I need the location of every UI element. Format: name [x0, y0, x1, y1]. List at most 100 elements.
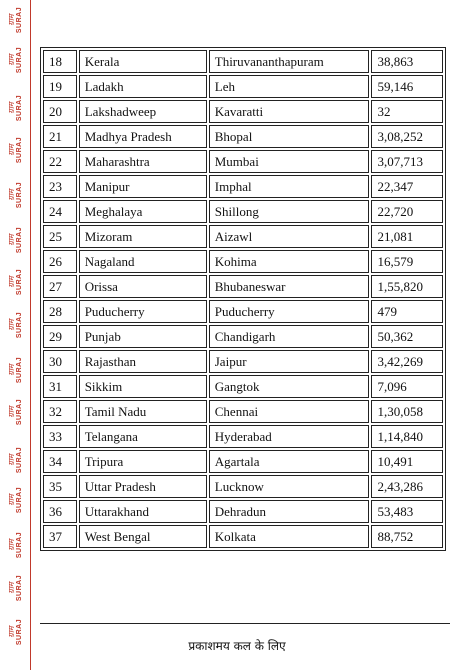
area-cell: 2,43,286	[371, 475, 443, 498]
area-cell: 10,491	[371, 450, 443, 473]
table-row: 26 Nagaland Kohima 16,579	[43, 250, 443, 273]
row-number-cell: 28	[43, 300, 77, 323]
watermark-logo: ग्राम SURAJ	[0, 357, 35, 383]
state-name-cell: Rajasthan	[78, 350, 207, 373]
capital-cell: Mumbai	[208, 150, 370, 173]
state-name-cell: Uttarakhand	[78, 500, 207, 523]
row-number-cell: 20	[43, 100, 77, 123]
watermark-logo: ग्राम SURAJ	[0, 486, 35, 514]
table-row: 32 Tamil Nadu Chennai 1,30,058	[43, 400, 443, 423]
watermark-script: ग्राम	[6, 406, 16, 418]
watermark-script: ग्राम	[6, 319, 16, 331]
capital-cell: Aizawl	[208, 225, 370, 248]
watermark-logo: ग्राम SURAJ	[0, 268, 35, 296]
state-name-cell: Mizoram	[78, 225, 207, 248]
row-number-cell: 36	[43, 500, 77, 523]
row-number-cell: 32	[43, 400, 77, 423]
capital-cell: Bhopal	[208, 125, 370, 148]
row-number-cell: 18	[43, 50, 77, 73]
watermark-logo: ग्राम SURAJ	[0, 181, 35, 209]
state-name-cell: West Bengal	[78, 525, 207, 548]
area-cell: 88,752	[371, 525, 443, 548]
watermark-text: SURAJ	[15, 94, 23, 122]
watermark-text: SURAJ	[15, 136, 23, 164]
row-number-cell: 22	[43, 150, 77, 173]
watermark-text: SURAJ	[15, 226, 23, 254]
capital-cell: Kolkata	[208, 525, 370, 548]
state-name-cell: Meghalaya	[78, 200, 207, 223]
watermark-logo: ग्राम SURAJ	[0, 7, 35, 33]
watermark-script: ग्राम	[6, 54, 16, 66]
table-row: 29 Punjab Chandigarh 50,362	[43, 325, 443, 348]
table-row: 19 Ladakh Leh 59,146	[43, 75, 443, 98]
area-cell: 3,07,713	[371, 150, 443, 173]
row-number-cell: 27	[43, 275, 77, 298]
watermark-logo: ग्राम SURAJ	[0, 226, 35, 254]
footer-divider	[40, 623, 450, 624]
capital-cell: Imphal	[208, 175, 370, 198]
area-cell: 32	[371, 100, 443, 123]
capital-cell: Dehradun	[208, 500, 370, 523]
row-number-cell: 34	[43, 450, 77, 473]
watermark-text: SURAJ	[15, 486, 23, 514]
watermark-strip: ग्राम SURAJ ग्राम SURAJ ग्राम SURAJ ग्राम SURAJ…	[0, 0, 31, 670]
table-row: 18 Kerala Thiruvananthapuram 38,863	[43, 50, 443, 73]
capital-cell: Chennai	[208, 400, 370, 423]
table-row: 36 Uttarakhand Dehradun 53,483	[43, 500, 443, 523]
area-cell: 59,146	[371, 75, 443, 98]
watermark-text: SURAJ	[15, 531, 23, 559]
watermark-text: SURAJ	[15, 46, 23, 74]
row-number-cell: 24	[43, 200, 77, 223]
area-cell: 1,55,820	[371, 275, 443, 298]
watermark-script: ग्राम	[6, 144, 16, 156]
state-name-cell: Maharashtra	[78, 150, 207, 173]
capital-cell: Kohima	[208, 250, 370, 273]
capital-cell: Jaipur	[208, 350, 370, 373]
table-row: 28 Puducherry Puducherry 479	[43, 300, 443, 323]
row-number-cell: 33	[43, 425, 77, 448]
state-name-cell: Tripura	[78, 450, 207, 473]
row-number-cell: 19	[43, 75, 77, 98]
capital-cell: Kavaratti	[208, 100, 370, 123]
area-cell: 53,483	[371, 500, 443, 523]
state-name-cell: Telangana	[78, 425, 207, 448]
table-row: 37 West Bengal Kolkata 88,752	[43, 525, 443, 548]
state-name-cell: Nagaland	[78, 250, 207, 273]
watermark-script: ग्राम	[6, 626, 16, 638]
capital-cell: Thiruvananthapuram	[208, 50, 370, 73]
footer-text: प्रकाशमय कल के लिए	[188, 639, 286, 653]
watermark-logo: ग्राम SURAJ	[0, 575, 35, 601]
table-row: 33 Telangana Hyderabad 1,14,840	[43, 425, 443, 448]
watermark-logo: ग्राम SURAJ	[0, 46, 35, 74]
watermark-text: SURAJ	[15, 446, 23, 474]
state-name-cell: Uttar Pradesh	[78, 475, 207, 498]
state-name-cell: Orissa	[78, 275, 207, 298]
row-number-cell: 25	[43, 225, 77, 248]
row-number-cell: 29	[43, 325, 77, 348]
area-cell: 1,30,058	[371, 400, 443, 423]
watermark-script: ग्राम	[6, 539, 16, 551]
capital-cell: Puducherry	[208, 300, 370, 323]
row-number-cell: 30	[43, 350, 77, 373]
capital-cell: Gangtok	[208, 375, 370, 398]
watermark-logo: ग्राम SURAJ	[0, 136, 35, 164]
watermark-script: ग्राम	[6, 582, 16, 594]
watermark-script: ग्राम	[6, 494, 16, 506]
area-cell: 50,362	[371, 325, 443, 348]
state-name-cell: Tamil Nadu	[78, 400, 207, 423]
state-name-cell: Puducherry	[78, 300, 207, 323]
table-row: 31 Sikkim Gangtok 7,096	[43, 375, 443, 398]
table-row: 23 Manipur Imphal 22,347	[43, 175, 443, 198]
area-cell: 1,14,840	[371, 425, 443, 448]
row-number-cell: 31	[43, 375, 77, 398]
table-row: 21 Madhya Pradesh Bhopal 3,08,252	[43, 125, 443, 148]
watermark-script: ग्राम	[6, 454, 16, 466]
watermark-text: SURAJ	[15, 181, 23, 209]
table-row: 27 Orissa Bhubaneswar 1,55,820	[43, 275, 443, 298]
table-row: 25 Mizoram Aizawl 21,081	[43, 225, 443, 248]
watermark-logo: ग्राम SURAJ	[0, 399, 35, 425]
table-row: 20 Lakshadweep Kavaratti 32	[43, 100, 443, 123]
area-cell: 16,579	[371, 250, 443, 273]
watermark-text: SURAJ	[15, 268, 23, 296]
